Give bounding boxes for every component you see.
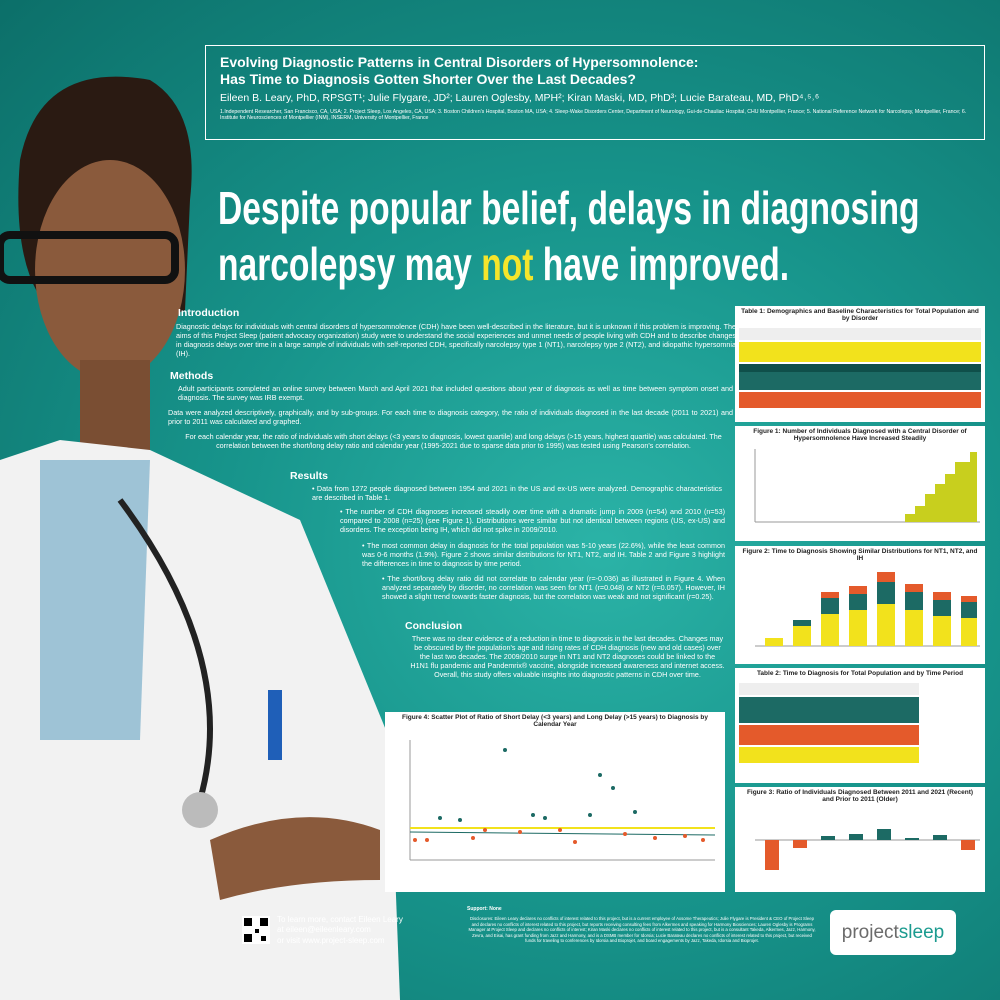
heading: Conclusion <box>405 620 463 632</box>
photo <box>0 76 400 1000</box>
paragraph: Data were analyzed descriptively, graphi… <box>168 408 733 426</box>
authors: Eileen B. Leary, PhD, RPSGT¹; Julie Flyg… <box>220 91 820 104</box>
title-box: Evolving Diagnostic Patterns in Central … <box>205 45 985 140</box>
figure-panel: Figure 1: Number of Individuals Diagnose… <box>735 426 985 541</box>
paragraph: There was no clear evidence of a reducti… <box>410 634 725 679</box>
contact-line: at eileen@eileenleary.com <box>277 925 371 935</box>
qr-code <box>242 916 270 944</box>
disclosures: Disclosures: Eileen Leary declares no co… <box>468 916 816 944</box>
figure-panel: Figure 2: Time to Diagnosis Showing Simi… <box>735 546 985 664</box>
figure-panel: Figure 4: Scatter Plot of Ratio of Short… <box>385 712 725 892</box>
headline-emphasis: not <box>481 238 534 290</box>
table-graphic <box>739 683 919 763</box>
paragraph: Adult participants completed an online s… <box>178 384 733 402</box>
table-title: Table 1: Demographics and Baseline Chara… <box>741 308 979 322</box>
contact-line: or visit www.project-sleep.com <box>277 935 385 945</box>
support: Support: None <box>467 906 502 912</box>
figure-title: Figure 1: Number of Individuals Diagnose… <box>753 428 967 442</box>
logo: projectsleep <box>830 910 956 955</box>
headline-line: Despite popular belief, delays in diagno… <box>218 182 920 234</box>
paragraph: Diagnostic delays for individuals with c… <box>176 322 736 358</box>
headline-line: narcolepsy may not have improved. <box>218 236 948 292</box>
figure-title: Figure 4: Scatter Plot of Ratio of Short… <box>402 714 708 728</box>
logo-text: project <box>841 922 899 943</box>
title: Has Time to Diagnosis Gotten Shorter Ove… <box>220 70 636 87</box>
heading: Introduction <box>178 307 240 319</box>
paragraph: For each calendar year, the ratio of ind… <box>185 432 722 450</box>
table-panel: Table 1: Demographics and Baseline Chara… <box>735 306 985 422</box>
heading: Results <box>290 470 328 482</box>
table-graphic <box>739 328 981 408</box>
heading: Methods <box>170 370 214 382</box>
headline-text: narcolepsy may <box>218 238 482 290</box>
figure-title: Figure 2: Time to Diagnosis Showing Simi… <box>742 548 978 562</box>
figure-panel: Figure 3: Ratio of Individuals Diagnosed… <box>735 787 985 892</box>
table-panel: Table 2: Time to Diagnosis for Total Pop… <box>735 668 985 783</box>
logo-text: sleep <box>898 922 945 943</box>
affiliations: 1.Independent Researcher, San Francisco,… <box>220 108 967 122</box>
title: Evolving Diagnostic Patterns in Central … <box>220 54 699 70</box>
bullet: • The short/long delay ratio did not cor… <box>382 574 725 601</box>
figure-graphic <box>755 829 980 870</box>
table-title: Table 2: Time to Diagnosis for Total Pop… <box>756 670 964 677</box>
headline-text: have improved. <box>533 238 790 290</box>
headline: Despite popular belief, delays in diagno… <box>218 180 948 292</box>
contact: To learn more, contact Eileen Leary at e… <box>277 915 403 946</box>
bullet: • The number of CDH diagnoses increased … <box>340 507 725 534</box>
figure-graphic <box>754 449 980 523</box>
bullet: • The most common delay in diagnosis for… <box>362 541 725 568</box>
bullet: • Data from 1272 people diagnosed betwee… <box>312 484 722 502</box>
contact-line: To learn more, contact Eileen Leary <box>277 915 403 924</box>
figure-graphic <box>755 572 980 647</box>
figure-title: Figure 3: Ratio of Individuals Diagnosed… <box>746 789 974 803</box>
figure-graphic <box>409 740 716 861</box>
